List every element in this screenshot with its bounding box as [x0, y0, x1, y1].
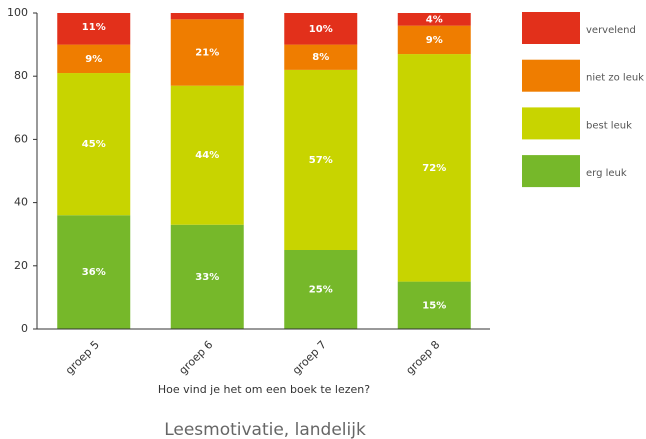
chart-title: Leesmotivatie, landelijk: [164, 420, 366, 439]
y-tick-label: 20: [14, 259, 28, 272]
value-label: 9%: [426, 35, 443, 46]
value-label: 45%: [82, 139, 106, 150]
legend-label: vervelend: [586, 25, 636, 36]
y-tick-label: 0: [21, 322, 28, 335]
y-tick-label: 60: [14, 132, 28, 145]
legend-swatch: [522, 12, 580, 44]
x-axis-title: Hoe vind je het om een boek te lezen?: [158, 383, 370, 396]
legend-label: erg leuk: [586, 168, 627, 179]
value-label: 25%: [309, 285, 333, 296]
bar-segment: [397, 54, 471, 282]
value-label: 4%: [426, 14, 443, 25]
value-label: 57%: [309, 155, 333, 166]
bar-segment: [170, 224, 244, 329]
bar-segment: [170, 19, 244, 86]
value-label: 10%: [309, 24, 333, 35]
bar-segment: [57, 13, 131, 45]
bar-segment: [284, 13, 358, 45]
bar-segment: [57, 73, 131, 216]
x-tick-label: groep 6: [176, 338, 215, 377]
value-label: 33%: [195, 272, 219, 283]
x-tick-label: groep 5: [63, 338, 102, 377]
value-label: 44%: [195, 150, 219, 161]
bar-segment: [57, 44, 131, 74]
legend-label: best leuk: [586, 120, 632, 131]
bar-segment: [57, 215, 131, 329]
bar-segment: [284, 44, 358, 70]
value-label: 36%: [82, 267, 106, 278]
legend-swatch: [522, 59, 580, 92]
bar-segment: [397, 13, 471, 26]
bars: [57, 13, 471, 329]
value-label: 21%: [195, 48, 219, 59]
bar-segment: [284, 250, 358, 329]
y-tick-label: 40: [14, 196, 28, 209]
value-label: 15%: [422, 300, 446, 311]
legend-swatch: [522, 107, 580, 140]
bar-segment: [284, 69, 358, 250]
value-label: 11%: [82, 22, 106, 33]
value-label: 72%: [422, 163, 446, 174]
value-label: 8%: [312, 52, 329, 63]
bar-segment: [170, 13, 244, 20]
bar-segment: [170, 85, 244, 225]
y-tick-label: 80: [14, 69, 28, 82]
bar-segment: [397, 281, 471, 329]
y-tick-label: 100: [7, 6, 28, 19]
x-tick-label: groep 7: [290, 338, 329, 377]
legend-swatch: [522, 155, 580, 188]
value-label: 9%: [85, 54, 102, 65]
bar-segment: [397, 25, 471, 55]
x-tick-label: groep 8: [403, 338, 442, 377]
legend-label: niet zo leuk: [586, 73, 644, 84]
